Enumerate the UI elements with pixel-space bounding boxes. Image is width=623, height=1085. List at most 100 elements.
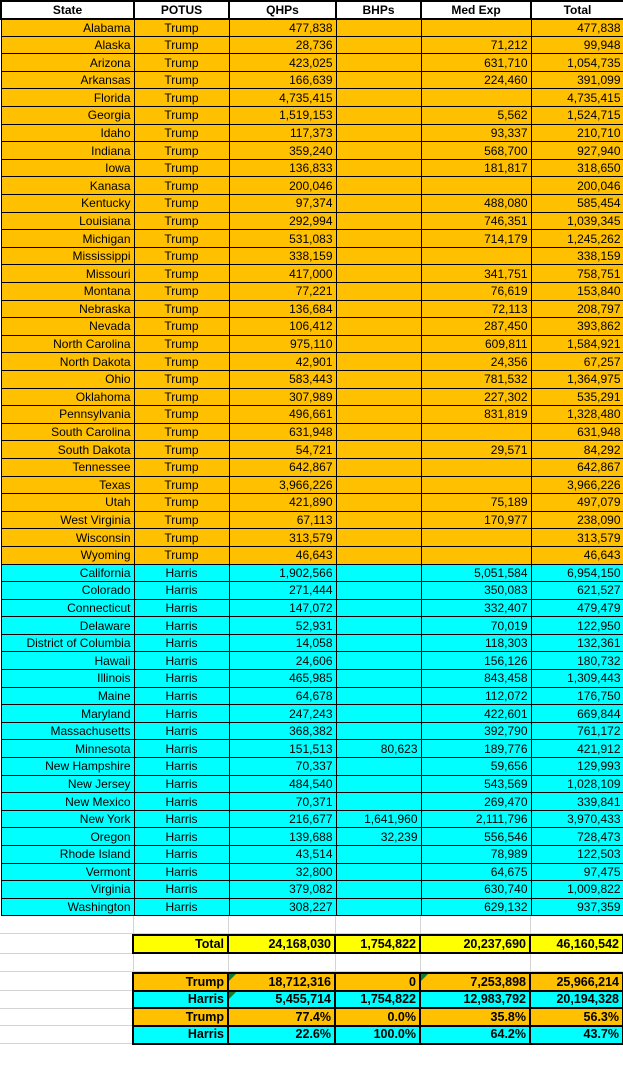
grand-total-med[interactable]: 20,237,690 bbox=[419, 934, 531, 955]
cell-state[interactable]: Missouri bbox=[0, 264, 135, 283]
cell-bhps[interactable] bbox=[335, 176, 422, 196]
cell-med-exp[interactable]: 70,019 bbox=[420, 616, 532, 635]
cell-med-exp[interactable]: 224,460 bbox=[420, 70, 532, 90]
cell-potus[interactable]: Harris bbox=[133, 774, 230, 794]
cell-state[interactable]: Ohio bbox=[0, 369, 135, 389]
cell-bhps[interactable] bbox=[335, 158, 422, 178]
column-header-qhps[interactable]: QHPs bbox=[228, 0, 337, 20]
cell-qhps[interactable]: 136,684 bbox=[228, 299, 337, 319]
cell-bhps[interactable] bbox=[335, 669, 422, 688]
cell-bhps[interactable] bbox=[335, 651, 422, 671]
cell-qhps[interactable]: 496,661 bbox=[228, 405, 337, 424]
cell-med-exp[interactable]: 630,740 bbox=[420, 880, 532, 899]
cell-state[interactable]: Kanasa bbox=[0, 176, 135, 196]
cell-state[interactable]: West Virginia bbox=[0, 510, 135, 530]
cell-potus[interactable]: Harris bbox=[133, 827, 230, 846]
cell-total[interactable]: 631,948 bbox=[530, 422, 623, 442]
cell-potus[interactable]: Trump bbox=[133, 387, 230, 407]
cell-potus[interactable]: Trump bbox=[133, 422, 230, 442]
cell-bhps[interactable] bbox=[335, 229, 422, 248]
cell-bhps[interactable] bbox=[335, 194, 422, 213]
cell-qhps[interactable]: 139,688 bbox=[228, 827, 337, 846]
cell-qhps[interactable]: 64,678 bbox=[228, 686, 337, 706]
cell-state[interactable]: North Carolina bbox=[0, 334, 135, 354]
cell-state[interactable]: New York bbox=[0, 809, 135, 829]
cell-potus[interactable]: Harris bbox=[133, 880, 230, 899]
cell-total[interactable]: 67,257 bbox=[530, 352, 623, 371]
harris-counts-bhps[interactable]: 1,754,822 bbox=[334, 989, 421, 1010]
cell-total[interactable]: 1,524,715 bbox=[530, 106, 623, 125]
harris-percent-bhps[interactable]: 100.0% bbox=[334, 1024, 421, 1045]
cell-qhps[interactable]: 421,890 bbox=[228, 493, 337, 512]
cell-qhps[interactable]: 423,025 bbox=[228, 53, 337, 72]
spacer-cell[interactable] bbox=[335, 954, 421, 973]
trump-percent-med[interactable]: 35.8% bbox=[419, 1007, 531, 1027]
cell-state[interactable]: Iowa bbox=[0, 158, 135, 178]
cell-qhps[interactable]: 307,989 bbox=[228, 387, 337, 407]
trump-percent-total[interactable]: 56.3% bbox=[529, 1007, 623, 1027]
spacer-cell[interactable] bbox=[420, 916, 531, 935]
cell-bhps[interactable] bbox=[335, 334, 422, 354]
cell-potus[interactable]: Trump bbox=[133, 70, 230, 90]
harris-percent-med[interactable]: 64.2% bbox=[419, 1024, 531, 1045]
trump-counts-total[interactable]: 25,966,214 bbox=[529, 972, 623, 992]
cell-potus[interactable]: Harris bbox=[133, 845, 230, 864]
cell-total[interactable]: 3,966,226 bbox=[530, 475, 623, 495]
cell-potus[interactable]: Trump bbox=[133, 334, 230, 354]
cell-state[interactable]: Montana bbox=[0, 282, 135, 301]
cell-med-exp[interactable]: 488,080 bbox=[420, 194, 532, 213]
cell-state[interactable]: Oklahoma bbox=[0, 387, 135, 407]
spacer-cell[interactable] bbox=[420, 954, 531, 973]
cell-qhps[interactable]: 106,412 bbox=[228, 317, 337, 336]
cell-state[interactable]: Arkansas bbox=[0, 70, 135, 90]
cell-qhps[interactable]: 338,159 bbox=[228, 246, 337, 266]
column-header-total[interactable]: Total bbox=[530, 0, 623, 20]
cell-bhps[interactable] bbox=[335, 510, 422, 530]
cell-potus[interactable]: Harris bbox=[133, 721, 230, 741]
cell-total[interactable]: 421,912 bbox=[530, 739, 623, 759]
cell-total[interactable]: 1,309,443 bbox=[530, 669, 623, 688]
cell-qhps[interactable]: 136,833 bbox=[228, 158, 337, 178]
cell-total[interactable]: 391,099 bbox=[530, 70, 623, 90]
harris-percent-label[interactable]: Harris bbox=[132, 1024, 229, 1045]
cell-potus[interactable]: Harris bbox=[133, 792, 230, 811]
cell-med-exp[interactable]: 189,776 bbox=[420, 739, 532, 759]
cell-med-exp[interactable]: 629,132 bbox=[420, 897, 532, 917]
cell-state[interactable]: Texas bbox=[0, 475, 135, 495]
spacer-cell[interactable] bbox=[0, 916, 134, 935]
cell-med-exp[interactable]: 392,790 bbox=[420, 721, 532, 741]
cell-total[interactable]: 758,751 bbox=[530, 264, 623, 283]
cell-bhps[interactable] bbox=[335, 880, 422, 899]
cell-potus[interactable]: Trump bbox=[133, 528, 230, 547]
cell-qhps[interactable]: 3,966,226 bbox=[228, 475, 337, 495]
cell-total[interactable]: 84,292 bbox=[530, 440, 623, 459]
cell-total[interactable]: 208,797 bbox=[530, 299, 623, 319]
cell-total[interactable]: 180,732 bbox=[530, 651, 623, 671]
cell-bhps[interactable]: 1,641,960 bbox=[335, 809, 422, 829]
trump-percent-bhps[interactable]: 0.0% bbox=[334, 1007, 421, 1027]
cell-total[interactable]: 176,750 bbox=[530, 686, 623, 706]
cell-qhps[interactable]: 292,994 bbox=[228, 211, 337, 231]
cell-bhps[interactable] bbox=[335, 53, 422, 72]
cell-med-exp[interactable]: 59,656 bbox=[420, 757, 532, 776]
cell-total[interactable]: 1,009,822 bbox=[530, 880, 623, 899]
cell-state[interactable]: Colorado bbox=[0, 581, 135, 600]
cell-potus[interactable]: Trump bbox=[133, 352, 230, 371]
cell-med-exp[interactable]: 843,458 bbox=[420, 669, 532, 688]
cell-qhps[interactable]: 70,337 bbox=[228, 757, 337, 776]
cell-total[interactable]: 1,028,109 bbox=[530, 774, 623, 794]
column-header-bhps[interactable]: BHPs bbox=[335, 0, 422, 20]
cell-bhps[interactable] bbox=[335, 686, 422, 706]
cell-med-exp[interactable] bbox=[420, 528, 532, 547]
cell-med-exp[interactable]: 72,113 bbox=[420, 299, 532, 319]
cell-potus[interactable]: Harris bbox=[133, 669, 230, 688]
cell-qhps[interactable]: 166,639 bbox=[228, 70, 337, 90]
cell-state[interactable]: Oregon bbox=[0, 827, 135, 846]
cell-total[interactable]: 585,454 bbox=[530, 194, 623, 213]
cell-state[interactable]: Hawaii bbox=[0, 651, 135, 671]
cell-potus[interactable]: Trump bbox=[133, 18, 230, 37]
cell-bhps[interactable] bbox=[335, 405, 422, 424]
cell-bhps[interactable] bbox=[335, 123, 422, 143]
cell-qhps[interactable]: 583,443 bbox=[228, 369, 337, 389]
cell-total[interactable]: 97,475 bbox=[530, 862, 623, 882]
